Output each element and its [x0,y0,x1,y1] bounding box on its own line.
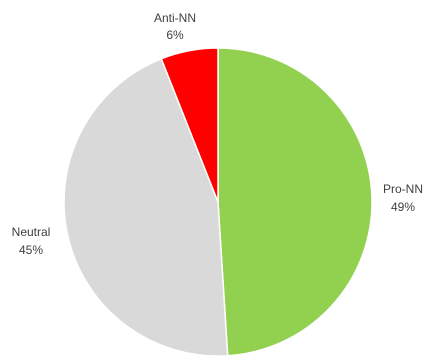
data-labels: Pro-NN 49% Neutral 45% Anti-NN 6% [12,11,423,257]
pie-slice-pro-nn [217,47,373,357]
label-neutral-value: 45% [19,243,43,257]
slices [63,47,373,357]
label-anti-nn-value: 6% [166,28,184,42]
label-anti-nn-name: Anti-NN [154,11,196,25]
label-neutral-name: Neutral [12,225,51,239]
pie-slice-neutral [63,57,229,357]
label-pro-nn-name: Pro-NN [383,182,423,196]
pie-slice-anti-nn [160,47,219,203]
label-pro-nn-value: 49% [391,200,415,214]
